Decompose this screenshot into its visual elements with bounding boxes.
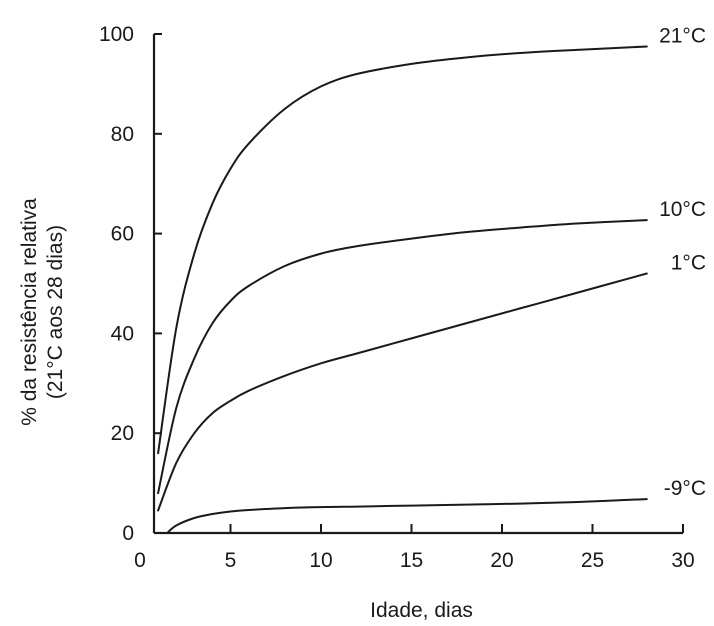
y-axis-title-line2: (21°C aos 28 dias) xyxy=(44,225,67,399)
x-tick-label: 20 xyxy=(490,549,513,572)
x-tick-label: 5 xyxy=(225,549,237,572)
ticks: 0 20 40 60 80 100 0 5 10 15 20 25 30 xyxy=(99,23,695,572)
y-tick-label: 60 xyxy=(111,223,134,246)
series-label: 21°C xyxy=(659,24,706,47)
axes xyxy=(152,34,683,535)
series-label: 10°C xyxy=(659,198,706,221)
series-line xyxy=(157,272,648,512)
x-tick-label: 15 xyxy=(400,549,423,572)
curves xyxy=(157,45,648,534)
series-label: -9°C xyxy=(664,477,706,500)
series-line xyxy=(157,219,648,495)
series-labels: 21°C 10°C 1°C -9°C xyxy=(659,24,706,500)
x-tick-label: 0 xyxy=(134,549,146,572)
series-line xyxy=(166,498,648,534)
y-tick-label: 40 xyxy=(111,322,134,345)
y-tick-label: 0 xyxy=(122,522,134,545)
y-tick-label: 100 xyxy=(99,23,134,46)
series-label: 1°C xyxy=(671,252,706,275)
y-tick-label: 20 xyxy=(111,422,134,445)
x-tick-label: 25 xyxy=(581,549,604,572)
series-line xyxy=(157,45,648,455)
y-tick-label: 80 xyxy=(111,123,134,146)
x-tick-label: 30 xyxy=(671,549,694,572)
y-axis-title: % da resistência relativa (21°C aos 28 d… xyxy=(18,198,67,426)
x-axis-title: Idade, dias xyxy=(370,599,473,622)
y-axis-title-line1: % da resistência relativa xyxy=(18,198,41,426)
x-tick-label: 10 xyxy=(309,549,332,572)
